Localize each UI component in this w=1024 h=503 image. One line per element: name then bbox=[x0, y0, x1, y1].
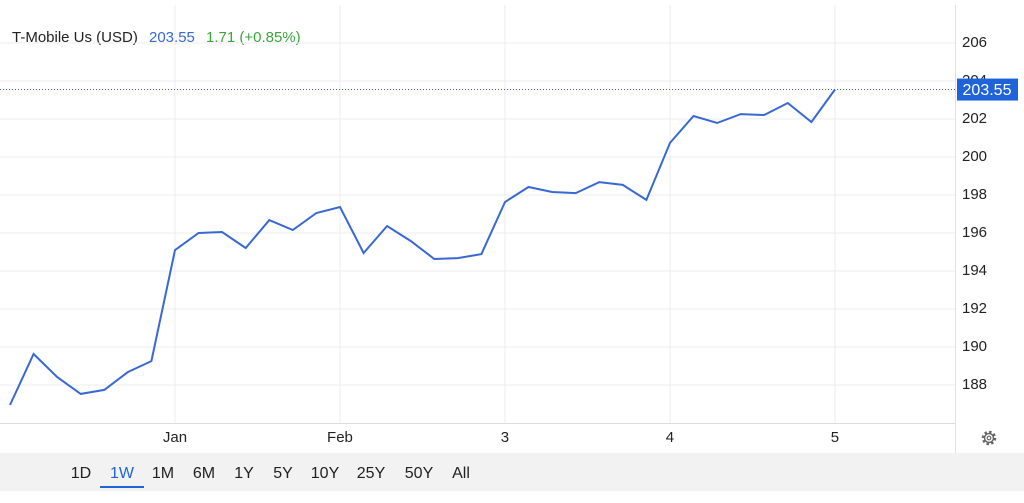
settings-icon[interactable] bbox=[981, 430, 997, 446]
y-tick-label: 194 bbox=[962, 262, 987, 279]
x-tick-label: 4 bbox=[666, 429, 674, 446]
range-bar bbox=[0, 453, 1024, 491]
y-tick-label: 190 bbox=[962, 338, 987, 355]
range-button[interactable]: 1W bbox=[110, 465, 135, 482]
last-price-label: 203.55 bbox=[963, 82, 1012, 99]
y-tick-label: 196 bbox=[962, 224, 987, 241]
y-tick-label: 206 bbox=[962, 34, 987, 51]
x-tick-label: Feb bbox=[327, 429, 353, 446]
y-tick-label: 200 bbox=[962, 148, 987, 165]
range-button[interactable]: 50Y bbox=[405, 465, 434, 482]
range-button[interactable]: 1Y bbox=[234, 465, 254, 482]
y-tick-label: 198 bbox=[962, 186, 987, 203]
x-tick-label: Jan bbox=[163, 429, 187, 446]
range-button[interactable]: 6M bbox=[193, 465, 215, 482]
price-line bbox=[9, 88, 836, 406]
y-tick-label: 188 bbox=[962, 376, 987, 393]
y-tick-label: 192 bbox=[962, 300, 987, 317]
range-button[interactable]: 25Y bbox=[357, 465, 386, 482]
y-tick-label: 202 bbox=[962, 110, 987, 127]
last-price-tag bbox=[957, 78, 1018, 101]
range-underline bbox=[100, 486, 144, 488]
header-price: 203.55 bbox=[149, 29, 195, 46]
x-tick-label: 5 bbox=[831, 429, 839, 446]
range-button[interactable]: All bbox=[452, 465, 470, 482]
range-button[interactable]: 1D bbox=[71, 465, 91, 482]
chart-title: T-Mobile Us (USD) bbox=[12, 29, 138, 46]
header-change: 1.71 (+0.85%) bbox=[206, 29, 301, 46]
range-button[interactable]: 1M bbox=[152, 465, 174, 482]
x-tick-label: 3 bbox=[501, 429, 509, 446]
range-button[interactable]: 10Y bbox=[311, 465, 340, 482]
range-button[interactable]: 5Y bbox=[273, 465, 293, 482]
